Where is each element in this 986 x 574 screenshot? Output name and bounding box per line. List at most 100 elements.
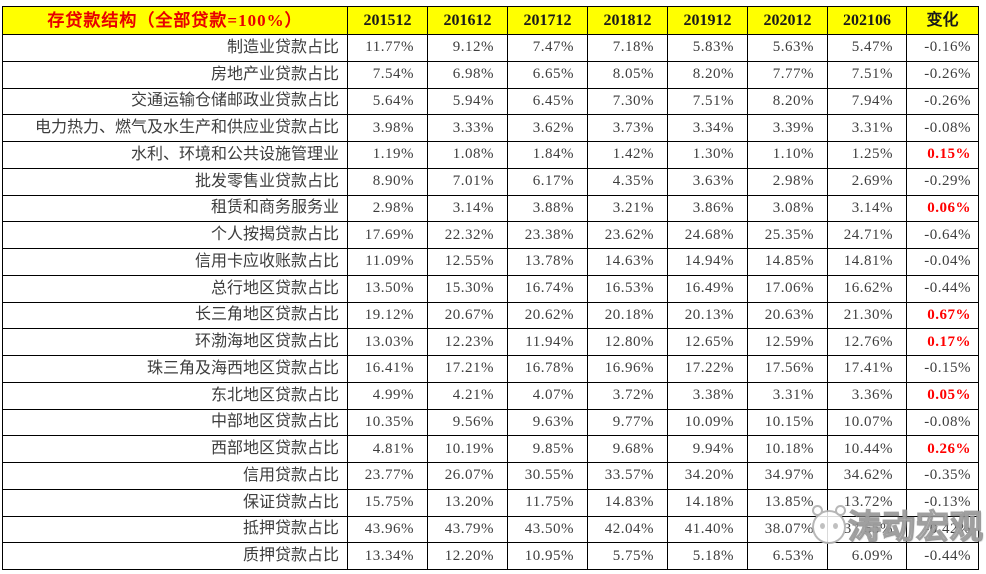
column-header-201712: 201712 [507,6,588,35]
value-cell: 43.79% [427,515,508,544]
value-cell: 14.94% [667,248,748,276]
value-cell: 12.76% [827,328,907,356]
row-label: 房地产业贷款占比 [2,60,348,89]
value-cell: 5.94% [427,87,508,116]
value-cell: 24.71% [827,221,907,249]
value-cell: 5.63% [747,34,828,62]
value-cell: 6.53% [747,542,828,570]
column-header-201512: 201512 [347,6,428,35]
value-cell: 14.83% [587,488,668,517]
value-cell: 4.07% [507,381,588,410]
value-cell: 3.08% [747,194,828,223]
value-cell: 43.50% [507,515,588,544]
value-cell: 10.19% [427,435,508,463]
value-cell: 16.74% [507,274,588,303]
row-label: 环渤海地区贷款占比 [2,328,348,356]
value-cell: 20.67% [427,301,508,330]
value-cell: 5.18% [667,542,748,570]
table-row: 个人按揭贷款占比 17.69% 22.32% 23.38% 23.62% 24.68% 25… [2,221,979,249]
value-cell: 15.75% [347,488,428,517]
value-cell: 41.40% [667,515,748,544]
table-row: 抵押贷款占比 43.96% 43.79% 43.50% 42.04% 41.40% 38.0… [2,515,979,544]
value-cell: 1.08% [427,141,508,169]
value-cell: 1.25% [827,141,907,169]
value-cell: 17.41% [827,355,907,383]
table-row: 总行地区贷款占比 13.50% 15.30% 16.74% 16.53% 16.49% 17… [2,274,979,303]
value-cell: 43.96% [347,515,428,544]
change-cell: -0.29% [906,167,979,196]
change-cell: -0.04% [906,248,979,276]
table-row: 西部地区贷款占比 4.81% 10.19% 9.85% 9.68% 9.94% 10.18%… [2,435,979,463]
value-cell: 6.98% [427,60,508,89]
row-label: 信用贷款占比 [2,462,348,490]
value-cell: 4.35% [587,167,668,196]
value-cell: 33.57% [587,462,668,490]
table-row: 长三角地区贷款占比 19.12% 20.67% 20.62% 20.18% 20.13% 2… [2,301,979,330]
value-cell: 3.73% [587,114,668,142]
value-cell: 1.42% [587,141,668,169]
row-label: 总行地区贷款占比 [2,274,348,303]
value-cell: 13.20% [427,488,508,517]
table-row: 质押贷款占比 13.34% 12.20% 10.95% 5.75% 5.18% 6.53% 6… [2,542,979,570]
row-label: 电力热力、燃气及水生产和供应业贷款占比 [2,114,348,142]
loan-structure-table: 存贷款结构（全部贷款=100%） 201512 201612 201712 20181… [2,6,979,570]
change-cell: -0.42% [906,515,979,544]
value-cell: 1.10% [747,141,828,169]
value-cell: 13.85% [747,488,828,517]
table-row: 交通运输仓储邮政业贷款占比 5.64% 5.94% 6.45% 7.30% 7.51% 8.… [2,87,979,116]
table-row: 制造业贷款占比 11.77% 9.12% 7.47% 7.18% 5.83% 5.63% 5.… [2,34,979,62]
row-label: 珠三角及海西地区贷款占比 [2,355,348,383]
table-row: 租赁和商务服务业 2.98% 3.14% 3.88% 3.21% 3.86% 3.08% 3.… [2,194,979,223]
value-cell: 9.85% [507,435,588,463]
change-cell: -0.44% [906,542,979,570]
value-cell: 2.98% [347,194,428,223]
row-label: 西部地区贷款占比 [2,435,348,463]
change-cell: -0.08% [906,114,979,142]
table-title: 存贷款结构（全部贷款=100%） [2,6,348,35]
value-cell: 10.15% [747,408,828,437]
row-label: 信用卡应收账款占比 [2,248,348,276]
value-cell: 4.99% [347,381,428,410]
value-cell: 9.94% [667,435,748,463]
value-cell: 3.62% [507,114,588,142]
change-cell: -0.16% [906,34,979,62]
value-cell: 34.20% [667,462,748,490]
value-cell: 42.04% [587,515,668,544]
value-cell: 8.05% [587,60,668,89]
value-cell: 3.31% [747,381,828,410]
column-header-201612: 201612 [427,6,508,35]
value-cell: 19.12% [347,301,428,330]
value-cell: 11.75% [507,488,588,517]
value-cell: 13.50% [347,274,428,303]
row-label: 个人按揭贷款占比 [2,221,348,249]
row-label: 水利、环境和公共设施管理业 [2,141,348,169]
table-row: 珠三角及海西地区贷款占比 16.41% 17.21% 16.78% 16.96% 17.2… [2,355,979,383]
change-cell: 0.06% [906,194,979,223]
value-cell: 16.49% [667,274,748,303]
value-cell: 9.68% [587,435,668,463]
table-row: 信用卡应收账款占比 11.09% 12.55% 13.78% 14.63% 14.94% 1… [2,248,979,276]
value-cell: 34.62% [827,462,907,490]
table-row: 房地产业贷款占比 7.54% 6.98% 6.65% 8.05% 8.20% 7.77% 7.… [2,60,979,89]
row-label: 中部地区贷款占比 [2,408,348,437]
value-cell: 30.55% [507,462,588,490]
value-cell: 9.12% [427,34,508,62]
value-cell: 11.09% [347,248,428,276]
row-label: 东北地区贷款占比 [2,381,348,410]
table-row: 信用贷款占比 23.77% 26.07% 30.55% 33.57% 34.20% 34.9… [2,462,979,490]
value-cell: 7.01% [427,167,508,196]
table-row: 批发零售业贷款占比 8.90% 7.01% 6.17% 4.35% 3.63% 2.98% 2… [2,167,979,196]
value-cell: 14.63% [587,248,668,276]
value-cell: 6.45% [507,87,588,116]
value-cell: 7.30% [587,87,668,116]
value-cell: 16.96% [587,355,668,383]
table-row: 保证贷款占比 15.75% 13.20% 11.75% 14.83% 14.18% 13.8… [2,488,979,517]
value-cell: 22.32% [427,221,508,249]
value-cell: 17.56% [747,355,828,383]
value-cell: 7.54% [347,60,428,89]
value-cell: 16.53% [587,274,668,303]
change-cell: 0.67% [906,301,979,330]
value-cell: 17.22% [667,355,748,383]
value-cell: 15.30% [427,274,508,303]
value-cell: 3.39% [747,114,828,142]
